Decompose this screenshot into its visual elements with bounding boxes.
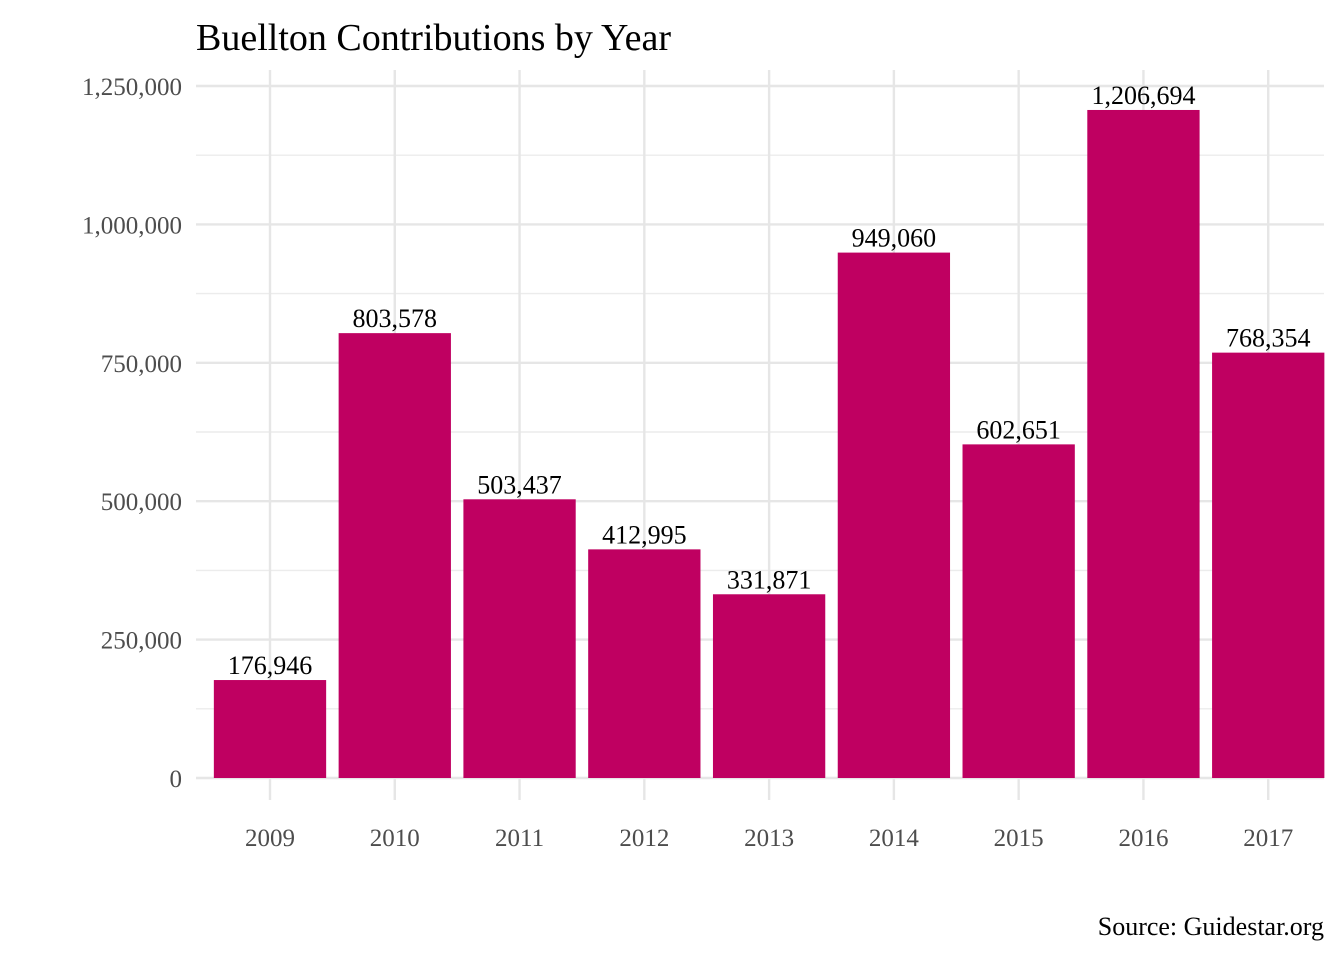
chart-title: Buellton Contributions by Year — [196, 17, 671, 59]
x-tick-label: 2009 — [245, 825, 295, 852]
bar-2016 — [1087, 109, 1200, 779]
x-tick-label: 2017 — [1243, 825, 1293, 852]
bars — [213, 109, 1325, 779]
x-tick-label: 2012 — [619, 825, 669, 852]
data-label-2010: 803,578 — [353, 304, 438, 333]
x-tick-label: 2011 — [495, 825, 544, 852]
bar-2017 — [1212, 352, 1325, 778]
x-axis: 2009 2010 2011 2012 2013 2014 2015 2016 2017 — [245, 825, 1293, 852]
bar-2011 — [463, 499, 576, 778]
y-tick-label: 1,000,000 — [82, 212, 182, 239]
data-label-2014: 949,060 — [852, 224, 937, 253]
data-label-2009: 176,946 — [228, 651, 313, 680]
data-label-2012: 412,995 — [602, 520, 687, 549]
bar-2009 — [213, 680, 327, 778]
chart-caption: Source: Guidestar.org — [1098, 912, 1324, 941]
y-axis: 0 250,000 500,000 750,000 1,000,000 1,250,000 — [82, 74, 182, 793]
data-label-2017: 768,354 — [1226, 324, 1311, 353]
y-tick-label: 750,000 — [101, 351, 182, 378]
bar-2010 — [338, 333, 451, 778]
x-tick-label: 2015 — [994, 825, 1044, 852]
x-tick-label: 2010 — [370, 825, 420, 852]
bar-2012 — [588, 549, 701, 778]
data-label-2015: 602,651 — [976, 415, 1061, 444]
x-tick-label: 2014 — [869, 825, 920, 852]
y-tick-label: 500,000 — [101, 489, 182, 516]
data-labels: 176,946 803,578 503,437 412,995 331,871 949,0… — [228, 81, 1311, 680]
data-label-2016: 1,206,694 — [1091, 81, 1195, 110]
data-label-2013: 331,871 — [727, 565, 812, 594]
x-tick-label: 2016 — [1118, 825, 1168, 852]
y-tick-label: 0 — [170, 766, 183, 793]
bar-2015 — [962, 444, 1075, 778]
data-label-2011: 503,437 — [477, 470, 562, 499]
x-tick-label: 2013 — [744, 825, 794, 852]
y-tick-label: 1,250,000 — [82, 74, 182, 101]
bar-2013 — [712, 594, 826, 778]
y-tick-label: 250,000 — [101, 628, 182, 655]
bar-2014 — [837, 252, 951, 778]
